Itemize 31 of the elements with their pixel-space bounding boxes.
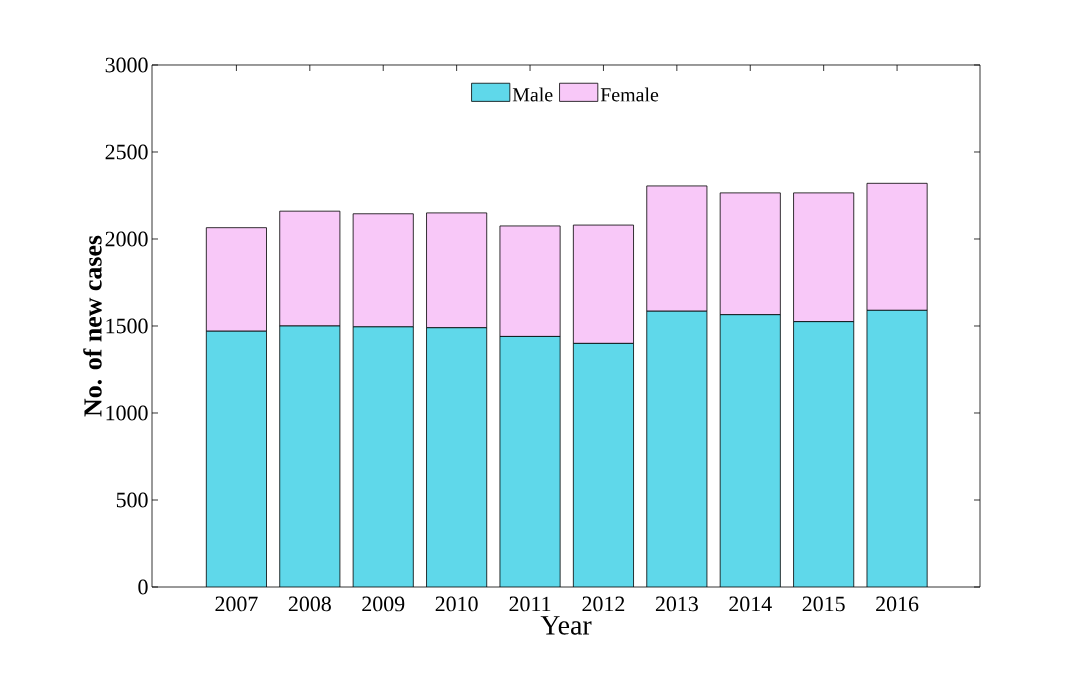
x-tick-label: 2009 [362,596,405,612]
bar [793,321,854,587]
bar [279,326,340,587]
x-tick-label: 2007 [215,596,258,612]
bar [573,343,634,587]
y-tick-label: 1500 [106,318,148,334]
y-tick-label: 1000 [106,405,148,421]
bar [206,331,267,587]
y-tick-label: 0 [138,579,148,595]
x-tick-label: 2010 [435,596,478,612]
x-tick-label: 2014 [729,596,772,612]
y-tick-label: 500 [116,492,148,508]
bar [353,326,414,587]
x-tick-label: 2008 [288,596,331,612]
bar [646,311,707,587]
bar [720,314,781,587]
legend-label: Female [600,87,659,102]
bar [866,309,928,587]
y-tick-label: 2000 [105,231,148,247]
y-axis-title: No. of new cases [83,235,102,417]
x-tick-label: 2011 [509,596,551,612]
bar [426,327,487,587]
x-tick-label: 2012 [582,596,625,612]
x-tick-label: 2015 [802,596,845,612]
x-tick-label: 2013 [655,596,698,612]
y-tick-label: 3000 [105,57,148,73]
legend-label: Male [512,87,553,102]
x-axis-title: Year [540,616,592,635]
bar [499,336,561,587]
y-tick-label: 2500 [105,144,148,160]
x-tick-label: 2016 [876,596,919,612]
